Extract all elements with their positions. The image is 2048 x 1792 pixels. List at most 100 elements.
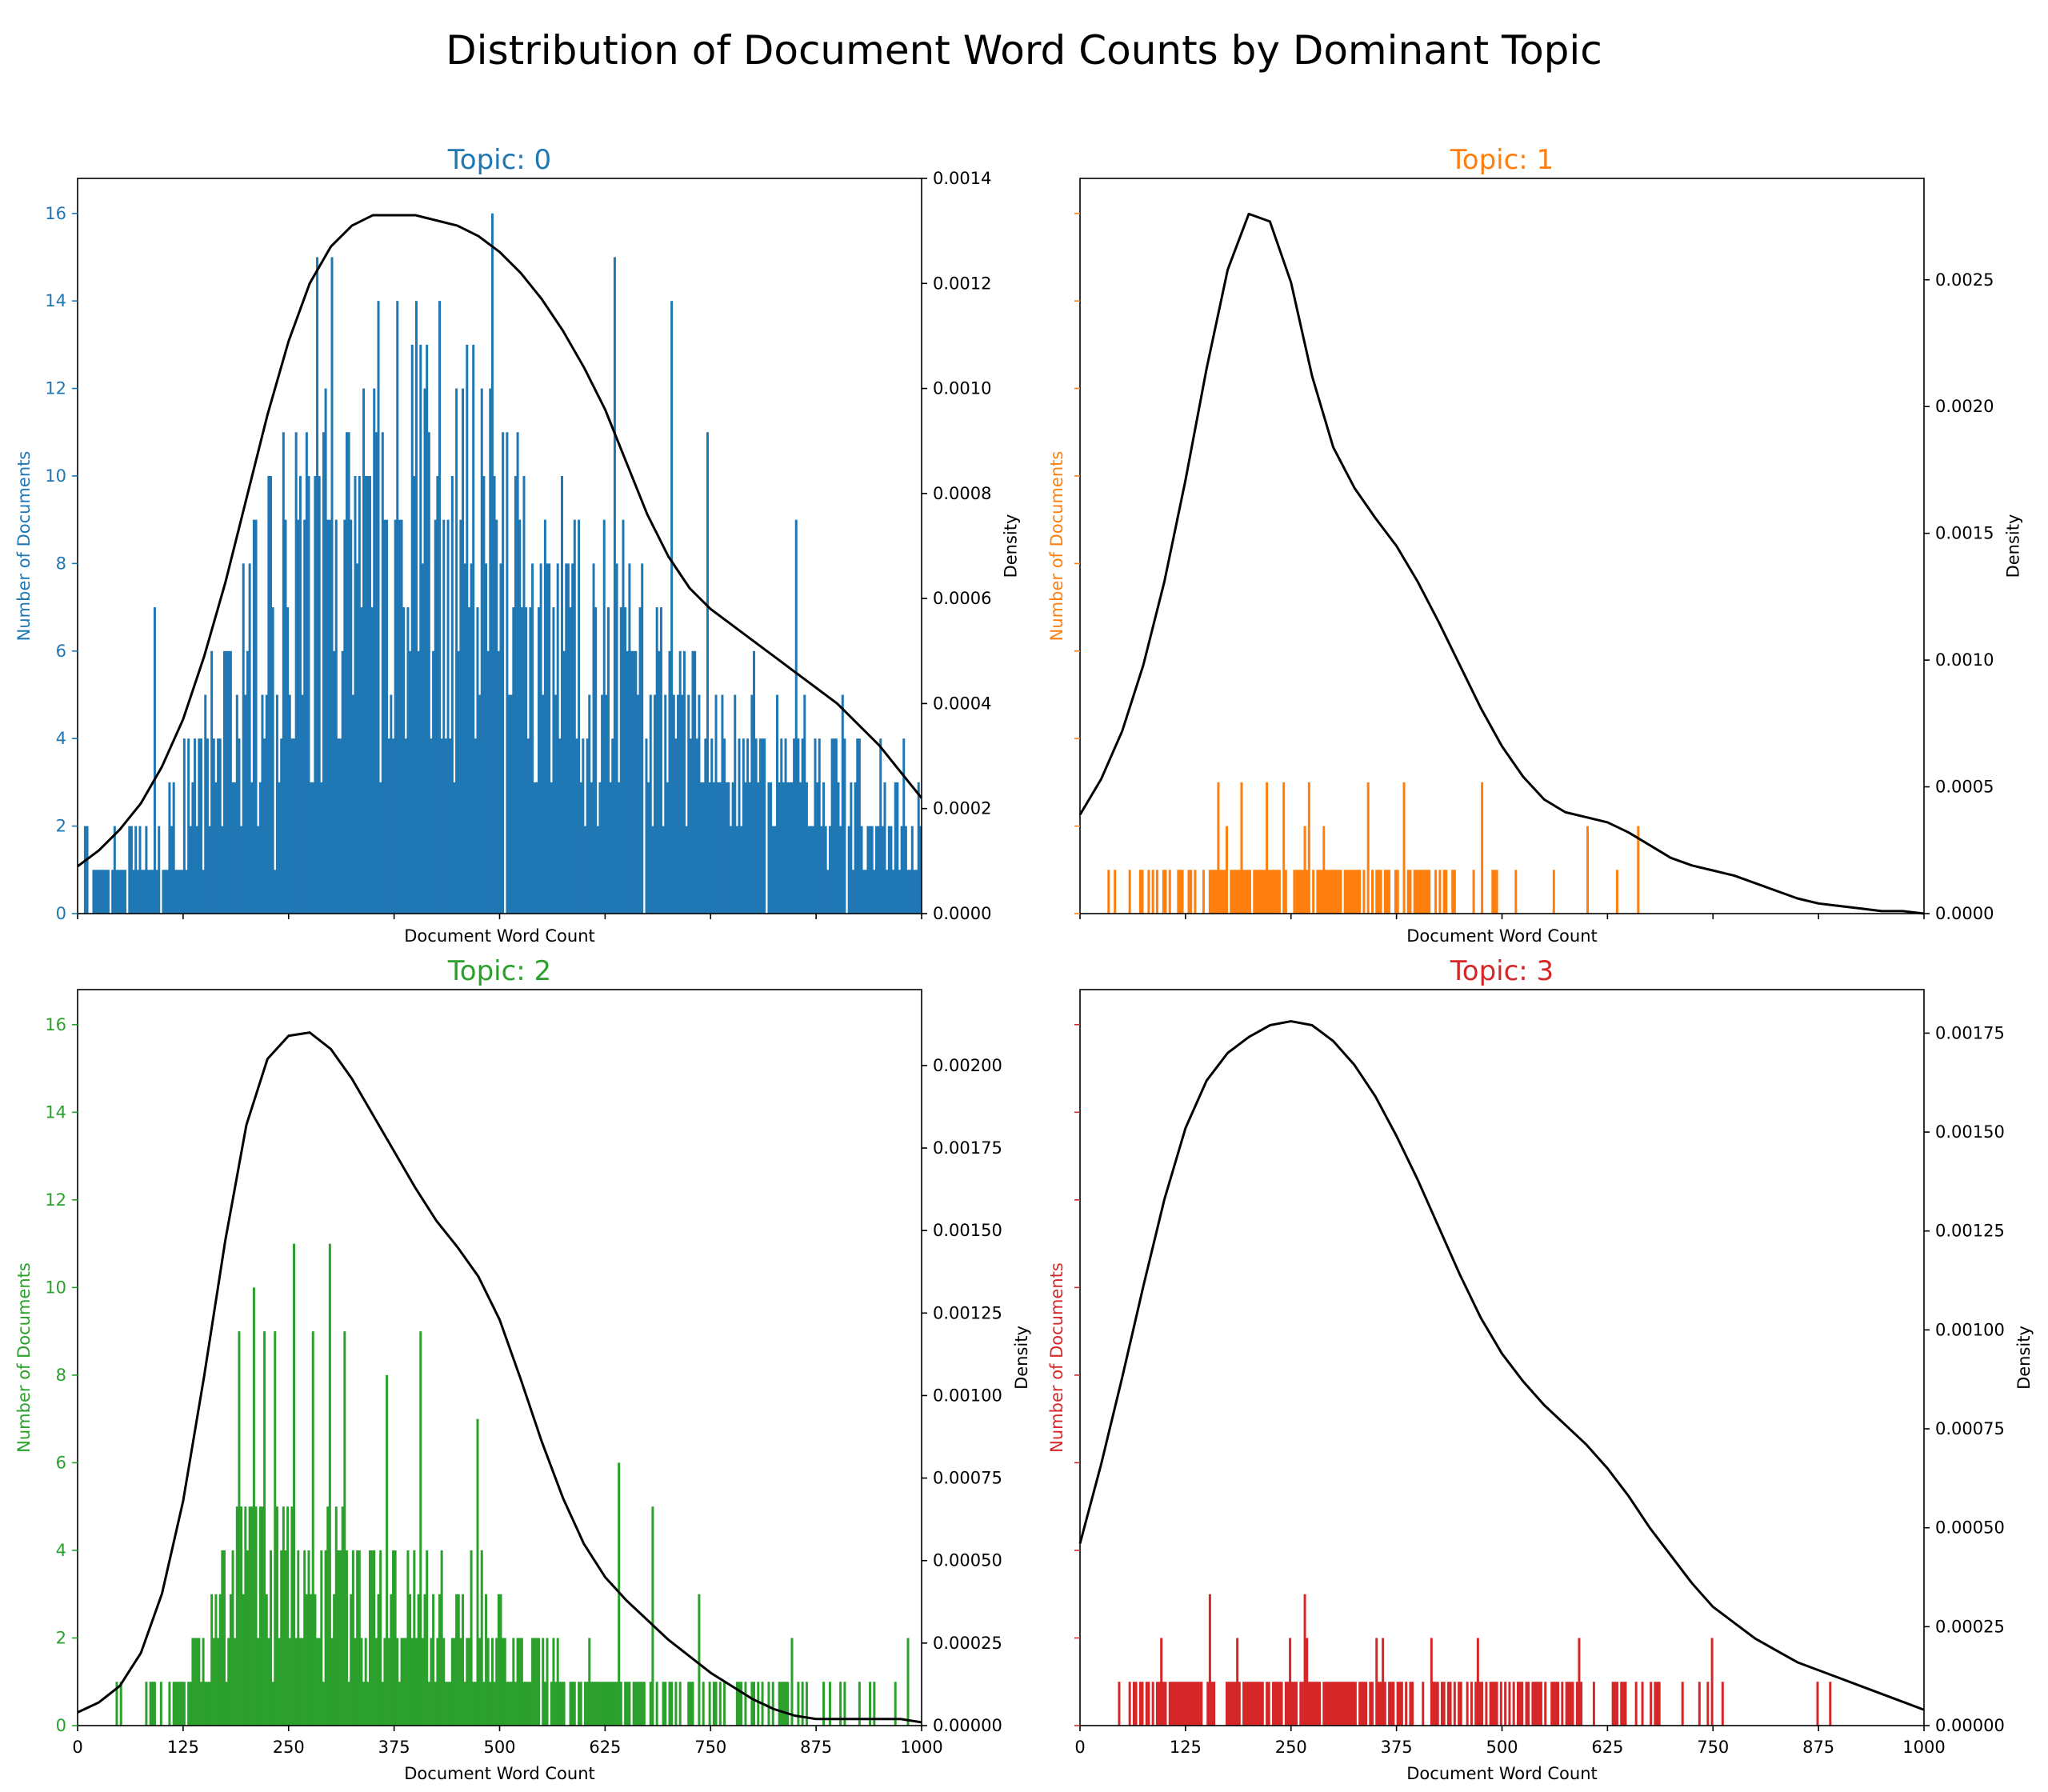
histogram-bar — [1365, 1682, 1368, 1726]
histogram-bar — [472, 344, 475, 914]
histogram-bar — [780, 738, 783, 914]
histogram-bar — [1829, 1682, 1832, 1726]
histogram-bar — [902, 738, 906, 914]
histogram-bar — [883, 782, 886, 914]
histogram-bar — [1274, 1682, 1277, 1726]
histogram-bar — [636, 1682, 639, 1726]
histogram-bar — [217, 738, 220, 914]
histogram-bar — [681, 694, 684, 914]
histogram-bar — [326, 519, 330, 914]
histogram-bar — [187, 738, 190, 914]
histogram-bar — [322, 1682, 325, 1726]
y-axis-right: 0.0000 0.0002 0.0004 0.0006 0.0008 0.0010 0.00… — [922, 169, 1020, 923]
histogram-bar — [702, 1682, 705, 1726]
histogram-bar — [434, 1682, 437, 1726]
y-tick-label: 8 — [56, 554, 66, 573]
y-axis-left: Number of Documents — [1047, 212, 1080, 914]
histogram-bar — [119, 870, 122, 914]
histogram-bar — [324, 388, 327, 914]
histogram-bar — [898, 870, 901, 914]
y2-tick-label: 0.0010 — [1935, 650, 1994, 670]
histogram-bar — [337, 738, 340, 914]
histogram-bar — [619, 1682, 622, 1726]
histogram-bar — [330, 257, 334, 914]
histogram-bar — [632, 1682, 635, 1726]
histogram-bar — [1430, 1638, 1433, 1726]
histogram-bar — [198, 1638, 201, 1726]
histogram-bar — [1415, 870, 1418, 914]
y-axis-label: Number of Documents — [1047, 451, 1066, 642]
subplot-title: Topic: 2 — [447, 955, 551, 987]
histogram-bar — [525, 607, 528, 914]
y2-tick-label: 0.0020 — [1935, 397, 1994, 416]
x-tick-label: 625 — [589, 1738, 621, 1757]
histogram-bar — [244, 694, 247, 914]
histogram-bar — [1569, 1682, 1572, 1726]
histogram-bar — [770, 782, 773, 914]
subplot-topic-1: Document Word Count Number of Documents 0.… — [1047, 144, 2022, 946]
histogram-bar — [398, 1682, 401, 1726]
histogram-bar — [391, 738, 394, 914]
histogram-bar — [1141, 1682, 1144, 1726]
histogram-bar — [377, 1594, 380, 1726]
histogram-bar — [1278, 1682, 1281, 1726]
histogram-bar — [105, 870, 108, 914]
histogram-bar — [851, 870, 854, 914]
histogram-bar — [1225, 826, 1228, 914]
histogram-bar — [870, 826, 874, 914]
histogram-bar — [235, 694, 238, 914]
histogram-bar — [687, 694, 690, 914]
histogram-bar — [784, 738, 787, 914]
histogram-bar — [444, 738, 447, 914]
y2-tick-label: 0.00025 — [933, 1634, 1002, 1653]
histogram-bar — [1337, 1682, 1340, 1726]
x-tick-label: 500 — [1486, 1738, 1518, 1757]
histogram-bar — [434, 519, 437, 914]
histogram-bar — [714, 694, 718, 914]
histogram-bar — [641, 563, 644, 914]
histogram-bar — [307, 475, 310, 914]
histogram-bar — [786, 782, 790, 914]
x-axis-label: Document Word Count — [1406, 1764, 1598, 1783]
histogram-bar — [1565, 1682, 1568, 1726]
histogram-bar — [1295, 1682, 1298, 1726]
histogram-bar — [698, 694, 701, 914]
histogram-bar — [1306, 870, 1309, 914]
histogram-bar — [1474, 1682, 1478, 1726]
histogram-bar — [261, 1506, 264, 1726]
histogram-bar — [546, 563, 549, 914]
histogram-bar — [497, 1594, 500, 1726]
histogram-bar — [1107, 870, 1110, 914]
histogram-bar — [1284, 870, 1287, 914]
histogram-bar — [115, 1682, 118, 1726]
histogram-bar — [432, 650, 435, 914]
histogram-bar — [618, 782, 621, 914]
histogram-bar — [453, 782, 456, 914]
histogram-bar — [176, 1682, 179, 1726]
histogram-bar — [400, 1638, 403, 1726]
y2-tick-label: 0.0010 — [933, 379, 991, 398]
histogram-bar — [1173, 1682, 1176, 1726]
histogram-bar — [778, 782, 781, 914]
x-tick-label: 375 — [1381, 1738, 1413, 1757]
histogram-bar — [134, 826, 138, 914]
histogram-bar — [735, 1682, 738, 1726]
histogram-bar — [202, 870, 205, 914]
y2-tick-label: 0.00125 — [1935, 1222, 2005, 1241]
histogram-bar — [816, 782, 819, 914]
histogram-bar — [698, 1594, 701, 1726]
histogram-bar — [244, 1506, 247, 1726]
histogram-bar — [442, 1638, 446, 1726]
histogram-bar — [467, 607, 470, 914]
histogram-bar — [1326, 1682, 1330, 1726]
x-tick-label: 750 — [1697, 1738, 1729, 1757]
histogram-bar — [1168, 870, 1171, 914]
histogram-bar — [421, 1638, 424, 1726]
histogram-bar — [476, 607, 479, 914]
histogram-bar — [181, 870, 184, 914]
histogram-bar — [1347, 1682, 1350, 1726]
histogram-bar — [714, 1682, 718, 1726]
histogram-bar — [841, 694, 844, 914]
histogram-bar — [181, 1682, 184, 1726]
histogram-bar — [723, 1682, 726, 1726]
